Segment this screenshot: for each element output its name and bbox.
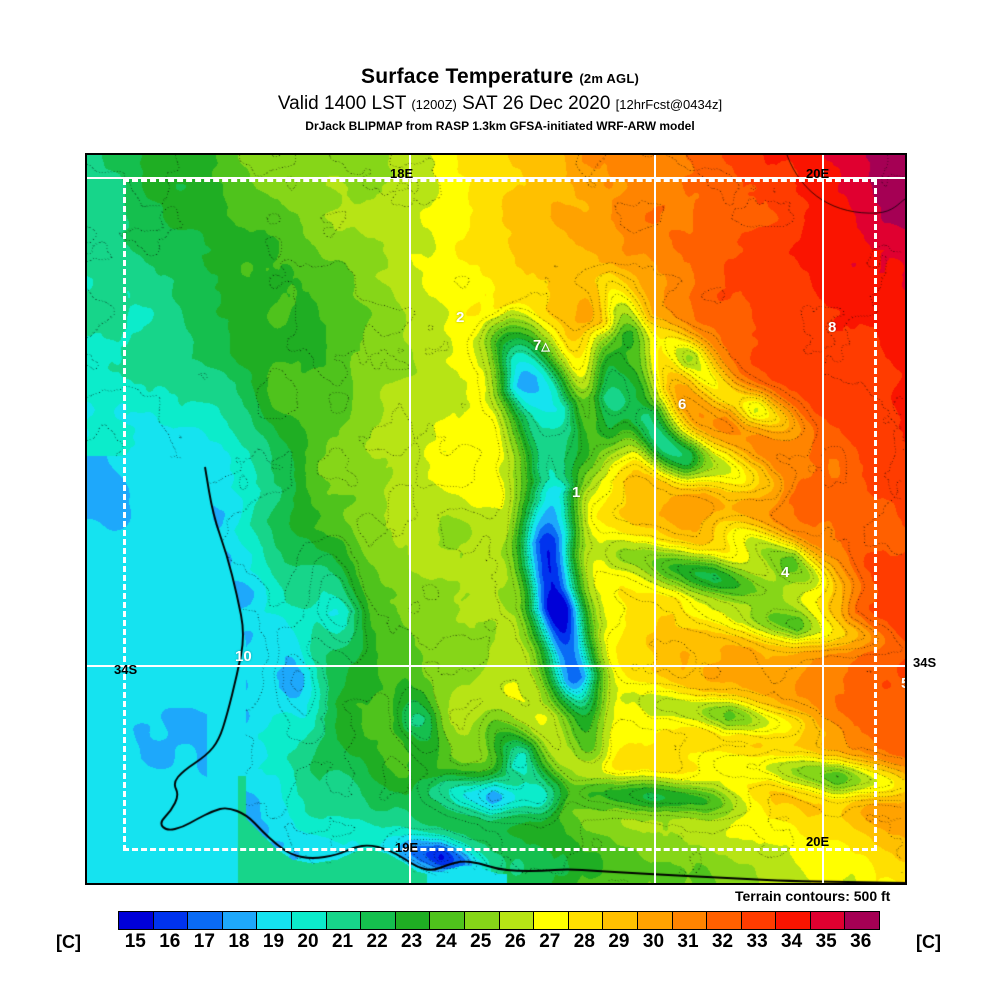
colorbar-tick-28: 28: [573, 931, 595, 952]
colorbar-tick-18: 18: [228, 931, 250, 952]
colorbar-cell-14: [603, 912, 638, 929]
colorbar-cell-13: [568, 912, 604, 929]
colorbar-tick-15: 15: [124, 931, 146, 952]
temperature-map[interactable]: 18E 20E 19E 20E 2 7△ 8 6 1 4 10 5: [85, 153, 907, 885]
chart-title-suffix: (2m AGL): [579, 71, 639, 86]
valid-prefix: Valid 1400 LST: [277, 93, 407, 114]
colorbar-tick-22: 22: [366, 931, 388, 952]
waypoint-8[interactable]: 8: [828, 319, 837, 336]
colorbar-cell-8: [395, 912, 431, 929]
colorbar-tick-31: 31: [677, 931, 699, 952]
waypoint-7[interactable]: 7△: [533, 337, 550, 354]
colorbar-tick-36: 36: [850, 931, 872, 952]
colorbar-tick-23: 23: [401, 931, 423, 952]
title-block: Surface Temperature (2m AGL) Valid 1400 …: [0, 66, 1000, 134]
colorbar-cell-11: [499, 912, 535, 929]
colorbar-gradient: [118, 911, 880, 930]
colorbar-cell-10: [464, 912, 500, 929]
waypoint-triangle-icon: △: [541, 341, 550, 353]
colorbar-tick-16: 16: [159, 931, 181, 952]
temperature-field-canvas: [87, 155, 905, 883]
colorbar-ticks: 15 16 17 18 19 20 21 22 23 24 25 26 27 28 29 30 31 32 33 34…: [0, 931, 1000, 955]
colorbar-cell-12: [534, 912, 569, 929]
valid-date: SAT 26 Dec 2020: [462, 93, 611, 114]
graticule-label-1: 20E: [806, 166, 830, 181]
colorbar-cell-19: [776, 912, 811, 929]
forecast-tag: [12hrFcst@0434z]: [615, 97, 723, 112]
graticule-label-0: 18E: [390, 166, 414, 181]
chart-title-main: Surface Temperature: [361, 65, 574, 88]
colorbar-tick-29: 29: [608, 931, 630, 952]
colorbar-cell-9: [430, 912, 465, 929]
colorbar-cell-20: [810, 912, 846, 929]
waypoint-1[interactable]: 1: [572, 484, 581, 501]
colorbar-tick-27: 27: [539, 931, 561, 952]
colorbar-tick-32: 32: [711, 931, 734, 952]
axis-label-34s-right: 34S: [913, 655, 937, 670]
colorbar-tick-33: 33: [746, 931, 768, 952]
colorbar-cell-17: [707, 912, 742, 929]
colorbar-unit-right: [C]: [916, 932, 941, 952]
waypoint-10[interactable]: 10: [235, 648, 252, 665]
colorbar-tick-20: 20: [297, 931, 319, 952]
colorbar-tick-35: 35: [815, 931, 837, 952]
colorbar-cell-15: [637, 912, 673, 929]
model-source-line: DrJack BLIPMAP from RASP 1.3km GFSA-init…: [305, 119, 695, 133]
colorbar: 15 16 17 18 19 20 21 22 23 24 25 26 27 28 29 30 31 32 33 34…: [0, 908, 1000, 956]
terrain-contour-note: Terrain contours: 500 ft: [735, 888, 891, 904]
colorbar-cell-5: [291, 912, 327, 929]
colorbar-tick-26: 26: [504, 931, 526, 952]
colorbar-tick-25: 25: [470, 931, 492, 952]
colorbar-cell-7: [361, 912, 396, 929]
colorbar-cell-6: [326, 912, 362, 929]
colorbar-tick-34: 34: [781, 931, 803, 952]
colorbar-cell-0: [119, 912, 154, 929]
waypoint-5[interactable]: 5: [901, 676, 905, 691]
colorbar-tick-30: 30: [642, 931, 665, 952]
graticule-label-2: 19E: [395, 840, 419, 855]
colorbar-cell-18: [741, 912, 777, 929]
chart-title: Surface Temperature (2m AGL): [0, 66, 1000, 90]
colorbar-tick-19: 19: [262, 931, 285, 952]
colorbar-cell-4: [257, 912, 292, 929]
waypoint-2[interactable]: 2: [456, 309, 465, 326]
colorbar-tick-24: 24: [435, 931, 457, 952]
colorbar-tick-17: 17: [193, 931, 215, 952]
graticule-label-3: 20E: [806, 834, 830, 849]
colorbar-cell-3: [222, 912, 258, 929]
colorbar-cell-1: [153, 912, 189, 929]
colorbar-cell-2: [188, 912, 223, 929]
waypoint-6[interactable]: 6: [678, 396, 687, 413]
axis-label-34s-left: 34S: [114, 662, 138, 677]
colorbar-unit-left: [C]: [56, 932, 81, 952]
colorbar-cell-16: [672, 912, 708, 929]
colorbar-tick-21: 21: [331, 931, 354, 952]
colorbar-cell-21: [845, 912, 880, 929]
chart-valid-line: Valid 1400 LST (1200Z) SAT 26 Dec 2020 […: [0, 92, 1000, 117]
waypoint-4[interactable]: 4: [781, 564, 790, 581]
valid-zulu: (1200Z): [411, 97, 457, 112]
